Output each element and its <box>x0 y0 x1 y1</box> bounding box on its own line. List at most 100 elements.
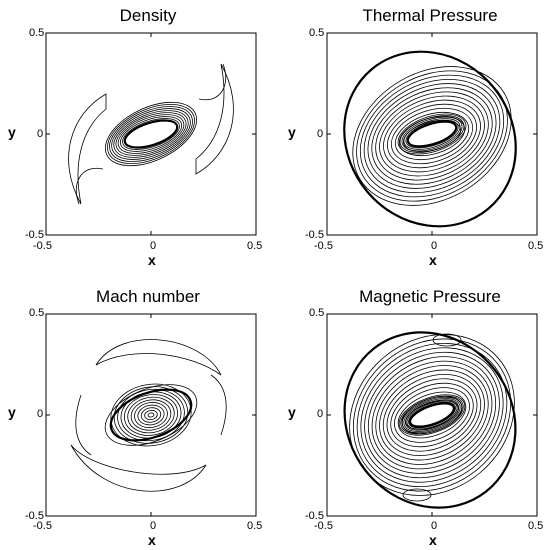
mach-contour <box>123 394 179 436</box>
xtick-right: 0.5 <box>247 520 263 532</box>
magnetic-inner <box>405 399 459 431</box>
panel-1 <box>45 32 257 236</box>
mach-crescent-top <box>95 339 222 376</box>
panel-title-magnetic-pressure: Magnetic Pressure <box>359 287 501 306</box>
magnetic-contour <box>397 391 467 439</box>
y-axis-label: y <box>8 124 16 140</box>
panel-3 <box>45 313 257 517</box>
magnetic-inner <box>398 394 466 436</box>
panel-title-density: Density <box>119 6 177 25</box>
density-arm-right <box>195 63 234 175</box>
y-axis-label: y <box>288 124 296 140</box>
magnetic-contour <box>364 351 500 479</box>
xtick-mid: 0 <box>431 520 438 532</box>
ytick-mid: 0 <box>37 128 44 140</box>
density-arm-left <box>68 93 107 205</box>
ytick-mid: 0 <box>317 128 324 140</box>
magnetic-contour <box>375 365 489 465</box>
shock-front <box>343 331 517 509</box>
contour-group <box>68 63 234 205</box>
mach-arc <box>210 374 227 436</box>
xtick-left: -0.5 <box>33 240 52 252</box>
magnetic-contour <box>360 347 504 483</box>
magnetic-island <box>432 333 462 347</box>
ytick-top: 0.5 <box>309 27 325 39</box>
magnetic-inner <box>406 400 458 430</box>
pressure-contour <box>375 91 489 181</box>
magnetic-contour <box>382 374 482 456</box>
magnetic-island <box>402 488 432 502</box>
panel-4 <box>326 313 538 517</box>
x-axis-label: x <box>429 532 437 548</box>
mach-contour <box>120 391 182 439</box>
ytick-bottom: -0.5 <box>305 510 324 522</box>
contour-group <box>343 50 517 228</box>
mach-contour <box>144 409 158 421</box>
mach-shell-outer <box>104 384 198 446</box>
magnetic-contour <box>386 378 478 452</box>
y-axis-label: y <box>8 404 16 420</box>
mach-contour <box>127 396 175 434</box>
magnetic-contour <box>356 342 508 488</box>
magnetic-inner <box>401 396 463 434</box>
density-arm-edge <box>198 63 227 101</box>
x-axis-label: x <box>148 252 156 268</box>
ytick-top: 0.5 <box>29 27 45 39</box>
contour-group <box>70 339 227 492</box>
xtick-right: 0.5 <box>247 240 263 252</box>
contour-group <box>343 331 517 509</box>
shock-front <box>343 50 517 228</box>
ytick-bottom: -0.5 <box>25 510 44 522</box>
panel-2 <box>326 32 538 236</box>
density-ring <box>107 104 195 164</box>
mach-contour <box>113 386 189 444</box>
density-ring <box>122 118 180 150</box>
mach-contour <box>110 383 192 447</box>
mach-crescent-bottom <box>70 444 207 492</box>
density-ring <box>117 114 185 154</box>
xtick-left: -0.5 <box>314 520 333 532</box>
ytick-bottom: -0.5 <box>305 229 324 241</box>
xtick-right: 0.5 <box>528 240 544 252</box>
magnetic-contour <box>379 369 485 461</box>
mach-arc <box>75 394 92 456</box>
density-ring <box>119 116 183 152</box>
pressure-contour <box>367 83 497 189</box>
density-ring <box>113 110 189 158</box>
magnetic-core <box>408 402 456 428</box>
pressure-contour <box>387 103 477 169</box>
xtick-right: 0.5 <box>528 520 544 532</box>
ytick-top: 0.5 <box>29 307 45 319</box>
magnetic-contour <box>371 360 493 470</box>
pressure-inner <box>401 116 463 152</box>
panel-title-mach-number: Mach number <box>96 287 200 306</box>
density-ring <box>109 106 193 162</box>
mach-contour <box>130 399 172 431</box>
density-core <box>123 119 179 149</box>
mach-shell <box>109 388 193 442</box>
ytick-mid: 0 <box>37 408 44 420</box>
pressure-inner <box>403 118 461 150</box>
magnetic-contour <box>390 382 474 448</box>
mach-contour <box>140 407 162 423</box>
pressure-contour <box>390 107 474 165</box>
magnetic-contour <box>405 400 459 430</box>
ytick-bottom: -0.5 <box>25 229 44 241</box>
pressure-inner <box>399 115 465 153</box>
xtick-mid: 0 <box>150 520 157 532</box>
pressure-contour <box>394 111 470 161</box>
mach-contour <box>134 402 168 428</box>
magnetic-inner <box>403 398 461 432</box>
magnetic-contour <box>394 387 470 443</box>
density-ring <box>104 101 198 167</box>
ytick-top: 0.5 <box>309 307 325 319</box>
magnetic-contour <box>352 338 512 492</box>
pressure-contour <box>356 70 508 202</box>
panel-title-thermal-pressure: Thermal Pressure <box>362 6 498 25</box>
plot-frame <box>45 32 257 236</box>
mach-contour <box>117 388 185 442</box>
mach-contour <box>137 404 165 426</box>
pressure-contour <box>371 87 493 185</box>
pressure-inner <box>397 113 467 155</box>
